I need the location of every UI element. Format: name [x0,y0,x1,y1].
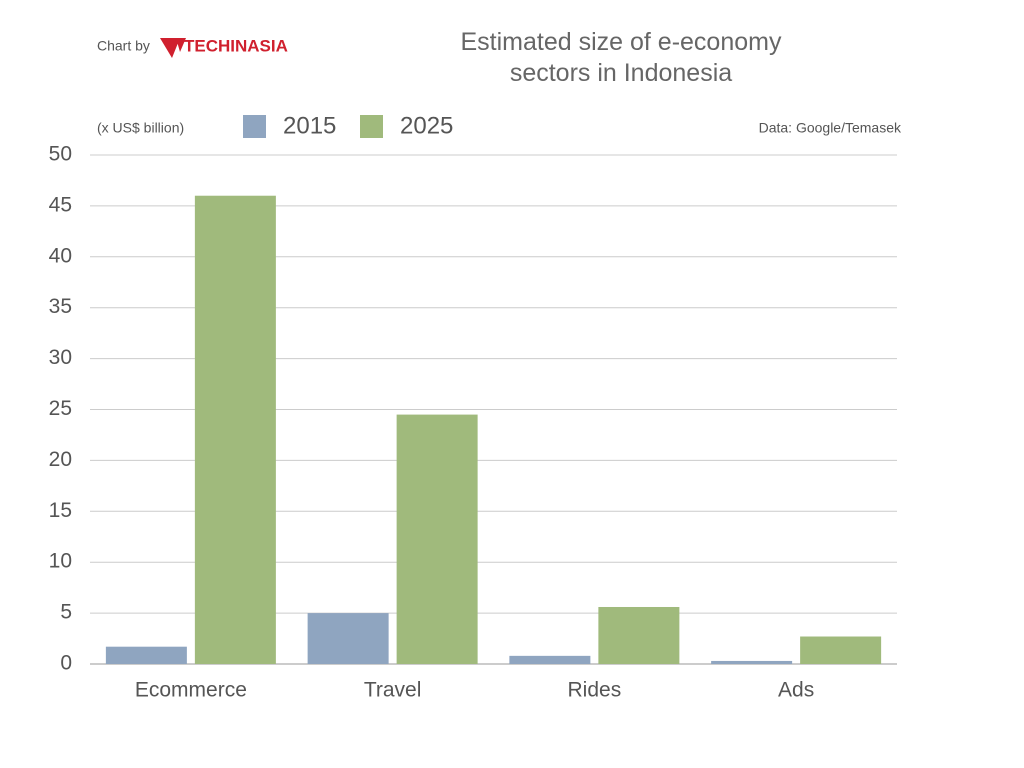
y-tick-label: 45 [49,193,72,216]
chart-by: Chart by [97,38,150,54]
y-tick-label: 40 [49,244,72,267]
legend-swatch [360,115,383,138]
bar [307,613,389,664]
bar [396,414,478,664]
bar [194,195,276,664]
x-tick-label: Travel [364,679,422,702]
bar [509,655,591,664]
bar [800,636,882,664]
legend-label: 2015 [283,112,336,139]
y-tick-label: 35 [49,295,72,318]
bar [711,660,793,664]
legend-label: 2025 [400,112,453,139]
y-tick-label: 10 [49,550,72,573]
y-tick-label: 30 [49,346,72,369]
x-tick-label: Ecommerce [135,679,247,702]
y-tick-label: 25 [49,397,72,420]
y-tick-label: 0 [60,652,72,675]
y-tick-label: 20 [49,448,72,471]
logo-text: TECHINASIA [184,36,288,55]
y-tick-label: 50 [49,143,72,166]
legend-swatch [243,115,266,138]
logo-icon [160,38,186,58]
bar [598,606,680,664]
source: Data: Google/Temasek [759,120,902,136]
x-tick-label: Rides [568,679,622,702]
unit-label: (x US$ billion) [97,120,184,136]
chart-title: Estimated size of e-economy sectors in I… [460,28,782,87]
y-tick-label: 15 [49,499,72,522]
y-tick-label: 5 [60,601,72,624]
bar [105,646,187,664]
x-tick-label: Ads [778,679,814,702]
